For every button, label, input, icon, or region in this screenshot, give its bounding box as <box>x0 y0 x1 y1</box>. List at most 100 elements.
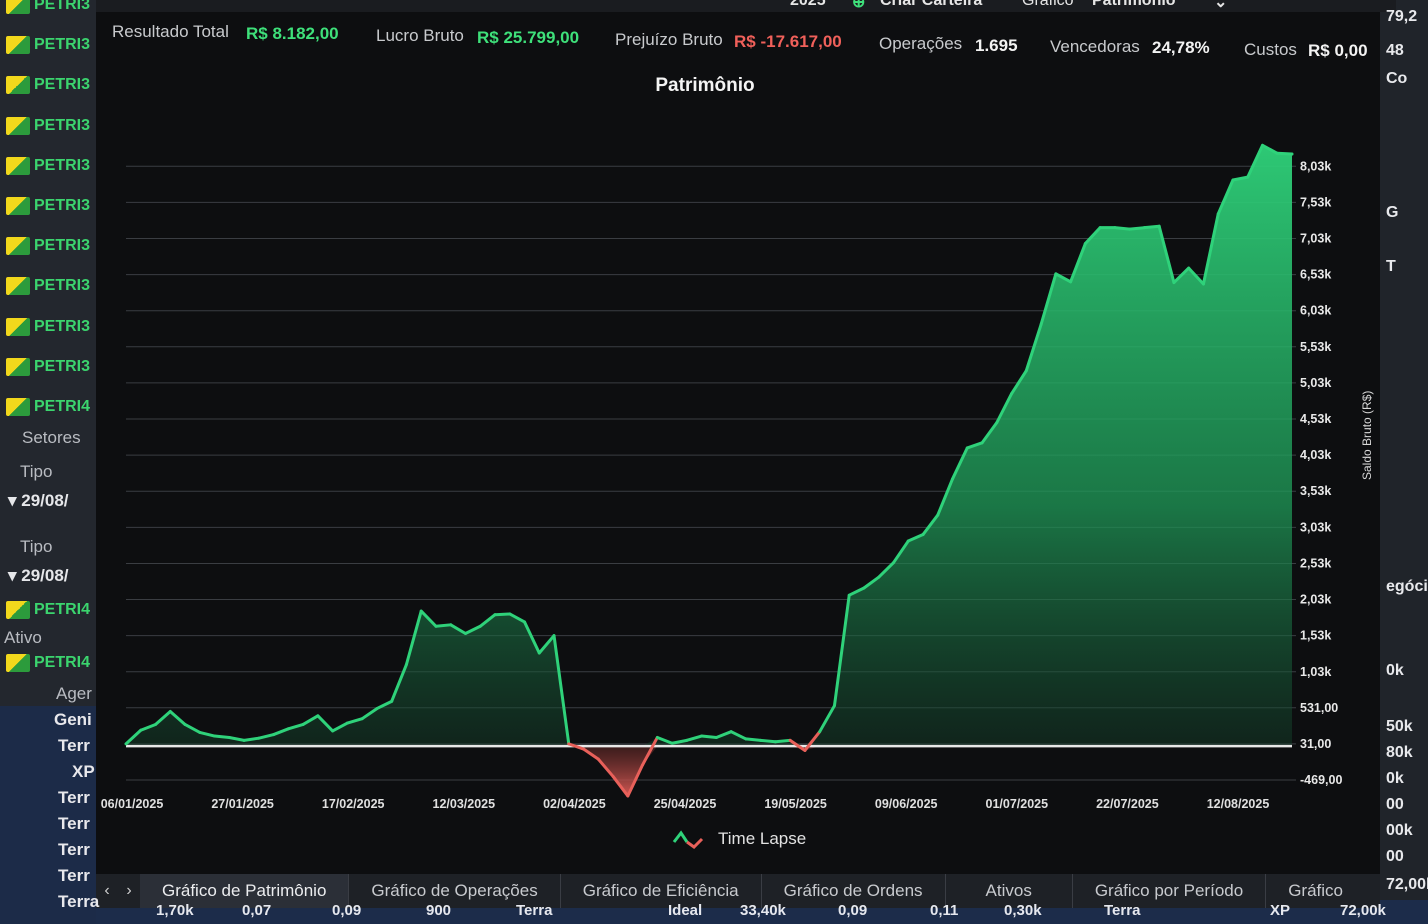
x-tick-label: 06/01/2025 <box>101 797 164 811</box>
line-segment <box>139 722 158 732</box>
right-panel-text: G <box>1386 204 1399 221</box>
right-panel-text: 72,00k <box>1386 876 1428 893</box>
x-tick-label: 12/08/2025 <box>1207 797 1270 811</box>
line-segment <box>463 624 482 635</box>
line-segment <box>1231 175 1250 182</box>
line-segment <box>375 699 394 711</box>
left-ticker-row[interactable]: PETRI3 <box>0 269 96 303</box>
year-selector[interactable]: 2025 <box>790 0 826 9</box>
y-tick-label: 531,00 <box>1300 701 1338 715</box>
left-table-cell: Terr <box>58 788 90 807</box>
right-panel-text: 0k <box>1386 770 1404 787</box>
bottom-strip-text: Terra <box>516 902 553 919</box>
y-tick-label: 1,03k <box>1300 665 1331 679</box>
tab-grafico-ordens[interactable]: Gráfico de Ordens <box>762 874 946 908</box>
y-tick-label: 1,53k <box>1300 629 1331 643</box>
line-segment <box>1260 143 1279 155</box>
background-right-panel <box>1380 0 1428 924</box>
equity-line <box>124 143 1294 798</box>
y-tick-label: 6,53k <box>1300 268 1331 282</box>
left-ticker-row[interactable]: PETRI3 <box>0 229 96 263</box>
line-segment <box>744 737 763 742</box>
left-table-cell: Terr <box>58 866 90 885</box>
line-segment <box>286 722 305 731</box>
line-segment <box>537 634 556 655</box>
bottom-strip-text: 0,09 <box>332 902 362 919</box>
left-ticker-row[interactable]: PETRI3 <box>0 109 96 143</box>
vencedoras-label: Vencedoras <box>1050 37 1140 56</box>
y-tick-label: 4,03k <box>1300 448 1331 462</box>
line-segment <box>773 738 792 744</box>
setores-label[interactable]: Setores <box>22 428 81 447</box>
date-group-2[interactable]: ▾ 29/08/ <box>8 566 69 585</box>
line-segment <box>1142 224 1161 230</box>
line-segment <box>847 586 866 597</box>
left-ticker-row[interactable]: PETRI3 <box>0 189 96 223</box>
y-tick-label: 5,53k <box>1300 340 1331 354</box>
bottom-strip-text: Terra <box>1104 902 1141 919</box>
tab-grafico-operacoes[interactable]: Gráfico de Operações <box>349 874 561 908</box>
left-ticker-row[interactable]: PETRI3 <box>0 310 96 344</box>
create-wallet-button[interactable]: Criar Carteira <box>880 0 983 9</box>
left-ticker-label: PETRI3 <box>34 277 91 295</box>
line-segment <box>995 392 1014 425</box>
y-tick-label: 8,03k <box>1300 159 1331 173</box>
left-ticker-b2[interactable]: PETRI4 <box>0 646 96 680</box>
line-segment <box>1069 242 1087 284</box>
y-axis-ticks: 8,03k 7,53k 7,03k 6,53k 6,03k 5,53k 5,03k 4,53k… <box>1300 159 1342 787</box>
line-segment <box>1010 369 1028 396</box>
line-segment <box>1216 178 1235 216</box>
line-segment <box>759 738 777 744</box>
chart-label: Gráfico <box>1022 0 1074 9</box>
line-segment <box>1113 226 1132 231</box>
tab-scroll-left-icon[interactable]: ‹ <box>104 882 110 899</box>
line-segment <box>523 620 541 655</box>
left-ticker-row[interactable]: PETRI3 <box>0 149 96 183</box>
left-ticker-label: PETRI3 <box>34 317 91 335</box>
left-ticker-b1[interactable]: PETRI4 <box>0 593 96 627</box>
tab-grafico-eficiencia[interactable]: Gráfico de Eficiência <box>561 874 762 908</box>
left-ticker-row[interactable]: PETRI4 <box>0 390 96 424</box>
bottom-strip-text: 0,09 <box>838 902 868 919</box>
legend-swatch-icon <box>672 830 704 849</box>
line-segment <box>227 735 246 742</box>
vencedoras-value: 24,78% <box>1152 38 1210 57</box>
line-segment <box>331 721 349 733</box>
chart-legend[interactable]: Time Lapse <box>672 828 806 850</box>
summary-stats: Resultado Total R$ 8.182,00 Lucro Bruto … <box>96 14 1380 64</box>
right-panel-text: 00 <box>1386 848 1404 865</box>
line-segment <box>316 714 335 733</box>
chart-type-select[interactable]: Patrimônio <box>1092 0 1176 9</box>
tab-scroll-right-icon[interactable]: › <box>126 882 132 899</box>
line-segment <box>1172 266 1191 285</box>
chart-title: Patrimônio <box>655 75 755 96</box>
ager-label: Ager <box>56 684 92 703</box>
line-segment <box>1201 212 1220 286</box>
right-panel-text: egóci <box>1386 578 1428 595</box>
left-ticker-row[interactable]: PETRI3 <box>0 350 96 384</box>
positive-area <box>126 145 1292 747</box>
patrimonio-area-chart: 8,03k 7,53k 7,03k 6,53k 6,03k 5,53k 5,03k 4,53k… <box>101 143 1342 811</box>
plus-icon[interactable]: ⊕ <box>852 0 866 11</box>
line-segment <box>641 735 659 767</box>
x-tick-label: 22/07/2025 <box>1096 797 1159 811</box>
tab-grafico-more[interactable]: Gráfico <box>1288 881 1343 900</box>
y-tick-label: 7,03k <box>1300 231 1331 245</box>
y-tick-label: 3,53k <box>1300 484 1331 498</box>
left-ticker-row[interactable]: PETRI3 <box>0 28 96 62</box>
x-tick-label: 01/07/2025 <box>986 797 1049 811</box>
lucro-bruto-label: Lucro Bruto <box>376 26 464 45</box>
line-segment <box>626 763 645 798</box>
tab-ativos[interactable]: Ativos <box>946 874 1073 908</box>
left-ticker-row[interactable]: PETRI3 <box>0 68 96 102</box>
left-ticker-row[interactable]: PETRI3 <box>0 0 96 22</box>
tab-grafico-periodo[interactable]: Gráfico por Período <box>1073 874 1267 908</box>
chevron-down-icon[interactable]: ⌄ <box>1214 0 1228 11</box>
x-tick-label: 02/04/2025 <box>543 797 606 811</box>
left-table-cell: Terr <box>58 840 90 859</box>
left-ticker-label: PETRI3 <box>34 357 91 375</box>
y-tick-label: -469,00 <box>1300 773 1342 787</box>
tab-grafico-patrimonio[interactable]: Gráfico de Patrimônio <box>140 874 350 908</box>
date-group-1[interactable]: ▾ 29/08/ <box>8 491 69 510</box>
line-segment <box>1083 226 1102 246</box>
